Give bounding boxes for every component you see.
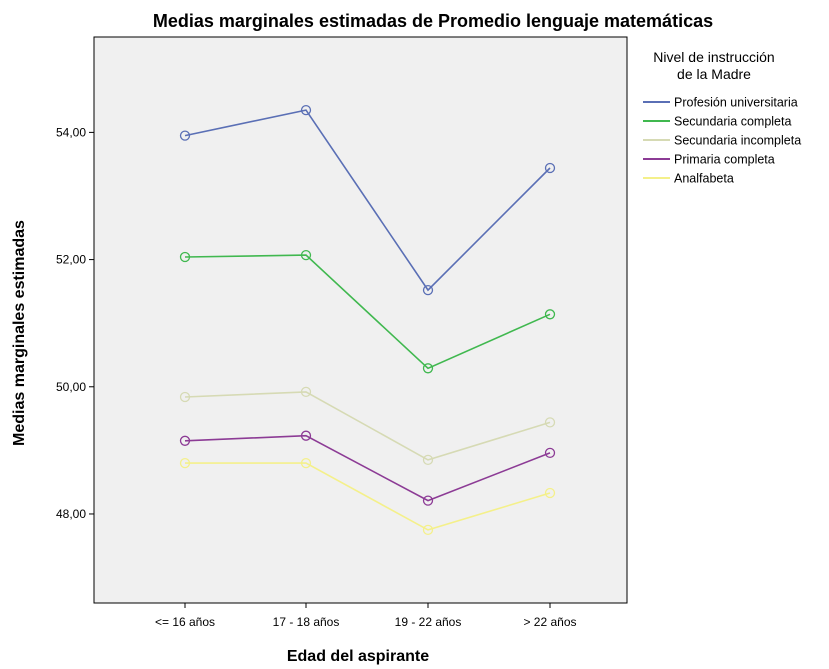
y-tick-label: 50,00 — [56, 380, 86, 394]
data-point — [300, 386, 312, 398]
legend-label: Analfabeta — [674, 172, 734, 186]
y-tick-label: 52,00 — [56, 253, 86, 267]
series-line — [184, 391, 551, 461]
series-line — [184, 434, 551, 502]
y-axis: 48,00 50,00 52,00 54,00 — [56, 125, 94, 521]
data-point — [300, 430, 312, 441]
x-tick-label: <= 16 años — [155, 615, 215, 629]
plot-area — [93, 36, 628, 604]
data-point — [422, 454, 434, 466]
data-point — [544, 162, 556, 174]
data-point — [300, 104, 312, 116]
data-point — [179, 457, 191, 469]
series-layer — [179, 104, 556, 536]
legend-label: Secundaria incompleta — [674, 134, 801, 148]
legend-title-line-1: Nivel de instrucción — [653, 49, 774, 65]
legend-title-line-2: de la Madre — [677, 66, 751, 82]
data-point — [422, 495, 434, 506]
data-point — [179, 391, 191, 403]
legend-label: Profesión universitaria — [674, 96, 798, 110]
x-tick-label: > 22 años — [523, 615, 576, 629]
chart-title: Medias marginales estimadas de Promedio … — [153, 11, 713, 31]
x-tick-label: 17 - 18 años — [273, 615, 340, 629]
data-point — [544, 447, 556, 459]
data-point — [422, 363, 434, 374]
data-point — [300, 457, 312, 469]
series-line — [184, 109, 551, 292]
legend-label: Primaria completa — [674, 153, 775, 167]
data-point — [422, 284, 434, 296]
x-tick-label: 19 - 22 años — [395, 615, 462, 629]
x-axis: <= 16 años 17 - 18 años 19 - 22 años > 22 a… — [155, 603, 577, 629]
y-tick-label: 48,00 — [56, 507, 86, 521]
data-point — [179, 251, 191, 263]
legend: Nivel de instrucción de la Madre Profesi… — [643, 49, 801, 186]
data-point — [300, 249, 312, 261]
series-line — [185, 462, 551, 531]
x-axis-title: Edad del aspirante — [287, 648, 429, 665]
data-point — [544, 417, 556, 428]
data-point — [179, 130, 191, 141]
data-point — [422, 524, 434, 536]
series-line — [184, 254, 551, 370]
y-tick-label: 54,00 — [56, 125, 86, 139]
data-point — [179, 435, 191, 446]
legend-label: Secundaria completa — [674, 115, 791, 129]
data-point — [544, 309, 556, 320]
y-axis-title: Medias marginales estimadas — [11, 220, 28, 446]
data-point — [544, 487, 556, 499]
